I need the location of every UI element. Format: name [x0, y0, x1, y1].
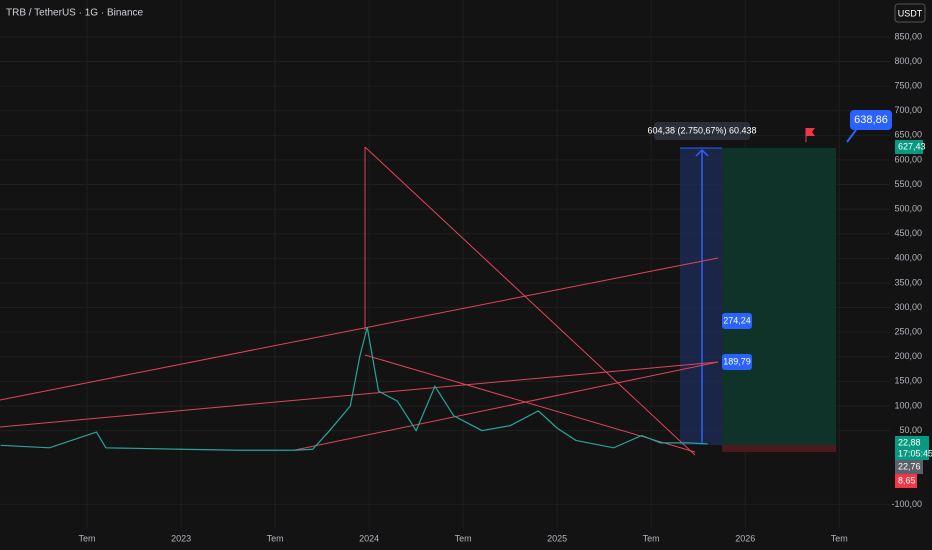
currency-box[interactable]: [894, 3, 926, 23]
y-tick-label: 300,00: [894, 302, 922, 312]
x-tick-label: Tem: [831, 533, 848, 543]
trend-lines: [0, 146, 719, 456]
x-tick-label: Tem: [455, 533, 472, 543]
measure-box: [654, 122, 750, 140]
trend-line: [364, 146, 696, 456]
x-tick-label: Tem: [267, 533, 284, 543]
y-tick-label: 100,00: [894, 400, 922, 410]
target-box: [850, 110, 892, 130]
price-tag-label: 22,76: [898, 461, 921, 471]
level-label: 274,24: [723, 315, 751, 325]
trend-line: [0, 257, 719, 401]
y-tick-label: 50,00: [899, 425, 922, 435]
y-tick-label: 350,00: [894, 277, 922, 287]
trend-line: [0, 361, 719, 428]
x-tick-label: 2026: [735, 533, 755, 543]
flag: [806, 128, 815, 136]
y-tick-label: 200,00: [894, 351, 922, 361]
plot: [0, 327, 708, 451]
price-tag: [895, 436, 929, 460]
y-tick-label: 250,00: [894, 327, 922, 337]
countdown: 17:05:45: [898, 448, 932, 458]
y-tick-label: 600,00: [894, 154, 922, 164]
measure-label: 604,38 (2.750,67%) 60.438: [647, 125, 756, 135]
x-tick-label: 2024: [359, 533, 379, 543]
x-tick-label: Tem: [79, 533, 96, 543]
y-tick-label: 150,00: [894, 376, 922, 386]
level-box: [722, 313, 752, 329]
measure-arrow: [695, 148, 709, 157]
price-tag-label: 8,65: [898, 475, 916, 485]
currency[interactable]: USDT: [898, 8, 923, 18]
y-tick-label: 500,00: [894, 204, 922, 214]
price-tag: [895, 474, 917, 488]
price-line: [0, 327, 708, 451]
x-tick-label: 2023: [171, 533, 191, 543]
chart-title: TRB / TetherUS · 1G · Binance: [6, 8, 144, 19]
profit-zone: [722, 148, 836, 445]
price-tag: [895, 460, 923, 474]
level-box: [722, 354, 752, 370]
y-tick-label: 650,00: [894, 130, 922, 140]
price-tag-label: 22,88: [898, 437, 921, 447]
price-tag-label: 627,43: [898, 141, 926, 151]
x-tick-label: Tem: [643, 533, 660, 543]
y-tick-label: 550,00: [894, 179, 922, 189]
level-label: 189,79: [723, 356, 751, 366]
x-tick-label: 2025: [547, 533, 567, 543]
target-pointer: [846, 129, 857, 143]
y-tick-label: 700,00: [894, 105, 922, 115]
target-label: 638,86: [854, 114, 888, 126]
trend-line: [294, 361, 719, 451]
y-tick-label: 400,00: [894, 253, 922, 263]
y-tick-label: 450,00: [894, 228, 922, 238]
y-tick-label: -100,00: [891, 499, 922, 509]
y-tick-label: 800,00: [894, 56, 922, 66]
y-tick-label: 850,00: [894, 31, 922, 41]
price-tag: [895, 140, 923, 154]
y-tick-label: 750,00: [894, 80, 922, 90]
position-range: [680, 148, 722, 445]
loss-zone: [722, 445, 836, 452]
